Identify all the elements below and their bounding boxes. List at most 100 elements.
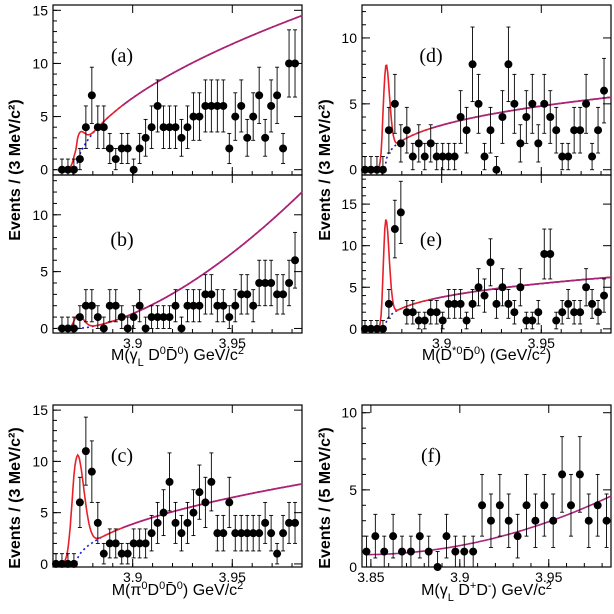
data-point (450, 299, 459, 308)
data-point (516, 139, 525, 148)
data-point (522, 316, 531, 325)
data-point (279, 290, 288, 299)
data-point (540, 501, 549, 510)
data-point (57, 165, 66, 174)
data-point (183, 518, 192, 527)
data-point (438, 316, 447, 325)
data-point (558, 470, 567, 479)
data-point (398, 547, 407, 556)
data-point (87, 91, 96, 100)
data-point (384, 126, 393, 135)
data-point (486, 258, 495, 267)
panel-label: (f) (421, 445, 441, 467)
data-point (549, 516, 558, 525)
data-point (195, 488, 204, 497)
x-axis-label: M(D*0D̄0) (GeV/c2) (422, 345, 551, 364)
data-point (81, 301, 90, 310)
data-point (147, 529, 156, 538)
data-point (141, 133, 150, 142)
data-point (528, 99, 537, 108)
data-point (105, 301, 114, 310)
y-tick-label: 5 (40, 264, 48, 280)
data-point (495, 501, 504, 510)
data-point (69, 165, 78, 174)
data-point (177, 324, 186, 333)
data-point (486, 126, 495, 135)
data-point (177, 133, 186, 142)
data-point (486, 516, 495, 525)
data-point (552, 316, 561, 325)
data-point (255, 278, 264, 287)
data-point (93, 123, 102, 132)
data-point (255, 529, 264, 538)
data-point (219, 101, 228, 110)
data-point (522, 501, 531, 510)
data-point (415, 532, 424, 541)
data-point (219, 301, 228, 310)
data-point (63, 324, 72, 333)
data-point (213, 529, 222, 538)
data-point (207, 101, 216, 110)
data-point (99, 123, 108, 132)
data-point (123, 324, 132, 333)
data-point (51, 559, 60, 568)
data-point (189, 301, 198, 310)
data-point (414, 316, 423, 325)
data-point (195, 301, 204, 310)
data-point (456, 113, 465, 122)
data-point (566, 501, 575, 510)
y-tick-label: 0 (40, 556, 48, 572)
data-point (207, 477, 216, 486)
y-tick-label: 10 (32, 55, 48, 71)
data-point (75, 313, 84, 322)
data-point (390, 99, 399, 108)
plot-frame (52, 174, 303, 334)
data-point (135, 301, 144, 310)
data-point (159, 313, 168, 322)
data-point (552, 126, 561, 135)
data-point (171, 518, 180, 527)
data-point (243, 290, 252, 299)
data-point (225, 498, 234, 507)
panel-d: 0 5 10 (d) (341, 4, 612, 178)
data-point (531, 516, 540, 525)
data-point (261, 518, 270, 527)
data-point (564, 299, 573, 308)
combined-fit-curve (122, 14, 303, 106)
y-tick-label: 0 (40, 162, 48, 178)
y-tick-label: 5 (349, 482, 357, 498)
data-point (285, 59, 294, 68)
data-point (57, 324, 66, 333)
data-point (480, 152, 489, 161)
data-point (285, 278, 294, 287)
data-point (546, 113, 555, 122)
data-point (360, 324, 369, 333)
data-point (87, 467, 96, 476)
data-point (243, 529, 252, 538)
x-axis-label: M(γL D0D̄0) GeV/c2 (111, 345, 244, 369)
data-point (378, 324, 387, 333)
data-point (426, 308, 435, 317)
data-point (362, 547, 371, 556)
y-tick-label: 15 (32, 402, 48, 418)
data-point (243, 133, 252, 142)
data-point (237, 101, 246, 110)
y-tick-label: 10 (341, 30, 357, 46)
data-point (213, 301, 222, 310)
data-point (255, 91, 264, 100)
x-tick-label: 3.9 (432, 335, 452, 351)
panel-label: (e) (420, 229, 442, 251)
y-tick-label: 0 (349, 559, 357, 575)
data-point (498, 283, 507, 292)
combined-fit-curve (122, 191, 303, 319)
y-tick-label: 0 (349, 162, 357, 178)
data-point (87, 301, 96, 310)
data-point (432, 152, 441, 161)
data-point (450, 152, 459, 161)
data-point (468, 60, 477, 69)
data-point (195, 112, 204, 121)
y-tick-label: 5 (40, 109, 48, 125)
data-point (576, 126, 585, 135)
y-tick-label: 15 (341, 196, 357, 212)
data-point (99, 324, 108, 333)
